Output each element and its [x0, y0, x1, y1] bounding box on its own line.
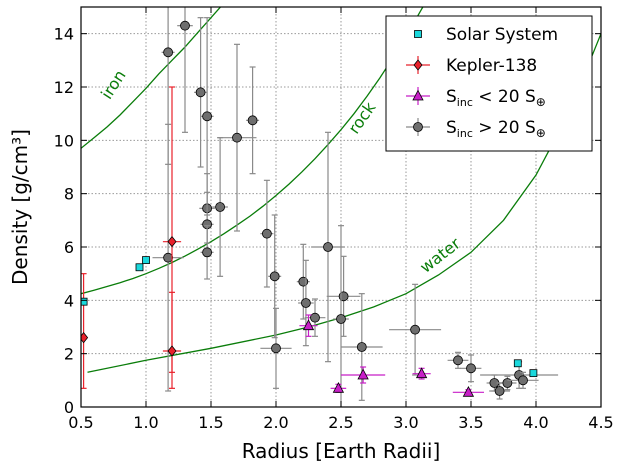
data-point-circle: [261, 228, 272, 239]
legend-marker-circle: [413, 122, 423, 132]
data-point-circle: [336, 314, 346, 324]
axis-ticks: 0.5 1.0 1.5 2.0 2.5 3.0 3.5 4.0 4.5 0 2 4 6 8 10 12 14: [54, 7, 614, 432]
data-point-circle: [466, 363, 476, 374]
data-point-triangle: [302, 319, 315, 331]
y-axis-label: Density [g/cm³]: [8, 129, 32, 285]
y-tick-label: 8: [64, 185, 74, 204]
data-point-square: [513, 359, 522, 368]
legend-marker-square: [414, 30, 422, 38]
legend-entry: Kepler-138: [406, 56, 537, 76]
water-curve: [87, 33, 601, 373]
data-point-circle: [232, 132, 242, 143]
data-point-square: [142, 256, 150, 264]
data-point-diamond: [167, 345, 177, 357]
data-point-triangle: [357, 368, 369, 380]
data-point-diamond: [167, 236, 177, 248]
data-point-circle: [215, 202, 226, 212]
legend-marker-triangle: [412, 89, 424, 101]
y-tick-label: 0: [64, 398, 74, 417]
rock-curve: [81, 7, 424, 295]
legend-label: Solar System: [446, 25, 558, 45]
x-tick-label: 3.0: [393, 413, 418, 432]
data-point-square: [81, 297, 88, 306]
y-tick-label: 2: [64, 345, 74, 364]
data-point-triangle: [462, 385, 475, 397]
legend-label: Sinc < 20 S⊕: [446, 87, 546, 109]
x-axis-label: Radius [Earth Radii]: [242, 439, 441, 463]
y-tick-label: 14: [54, 25, 74, 44]
data-point-circle: [269, 271, 280, 282]
data-point-diamond: [81, 332, 89, 344]
x-tick-label: 2.5: [328, 413, 353, 432]
x-tick-label: 0.5: [68, 413, 93, 432]
data-point-circle: [202, 111, 213, 122]
x-tick-label: 3.5: [458, 413, 483, 432]
y-tick-label: 4: [64, 291, 74, 310]
data-point-circle: [247, 115, 258, 126]
legend-label: Sinc > 20 S⊕: [446, 118, 546, 140]
data-point-circle: [300, 298, 311, 308]
data-point-circle: [163, 252, 174, 263]
data-point-circle: [310, 312, 320, 323]
legend-label: Kepler-138: [446, 56, 537, 76]
data-point-circle: [453, 355, 463, 366]
data-point-square: [135, 263, 144, 272]
x-tick-label: 4.5: [588, 413, 613, 432]
data-point-circle: [180, 20, 190, 31]
data-point-circle: [202, 247, 213, 258]
y-tick-label: 6: [64, 238, 74, 257]
data-point-square: [529, 369, 538, 378]
x-tick-label: 1.5: [198, 413, 223, 432]
data-point-circle: [195, 87, 206, 98]
legend-entry: Sinc > 20 S⊕: [406, 118, 546, 140]
data-point-circle: [356, 342, 367, 352]
data-point-circle: [323, 242, 333, 252]
data-point-triangle: [415, 367, 428, 379]
y-tick-label: 10: [54, 131, 74, 150]
data-point-circle: [163, 47, 174, 58]
legend-marker-diamond: [413, 59, 423, 71]
data-point-circle: [494, 386, 505, 396]
data-point-triangle: [332, 381, 345, 393]
y-tick-label: 12: [54, 78, 74, 97]
legend-entry: Solar System: [414, 25, 558, 45]
x-tick-label: 2.0: [263, 413, 288, 432]
data-points: [81, 7, 559, 407]
x-tick-label: 4.0: [523, 413, 548, 432]
data-point-circle: [410, 324, 421, 335]
legend-entry: Sinc < 20 S⊕: [406, 87, 546, 109]
data-point-circle: [518, 375, 528, 386]
data-point-circle: [271, 343, 281, 354]
x-tick-label: 1.0: [133, 413, 158, 432]
legend: Solar System Kepler-138 Sinc < 20 S⊕ Sinc >…: [385, 15, 593, 152]
